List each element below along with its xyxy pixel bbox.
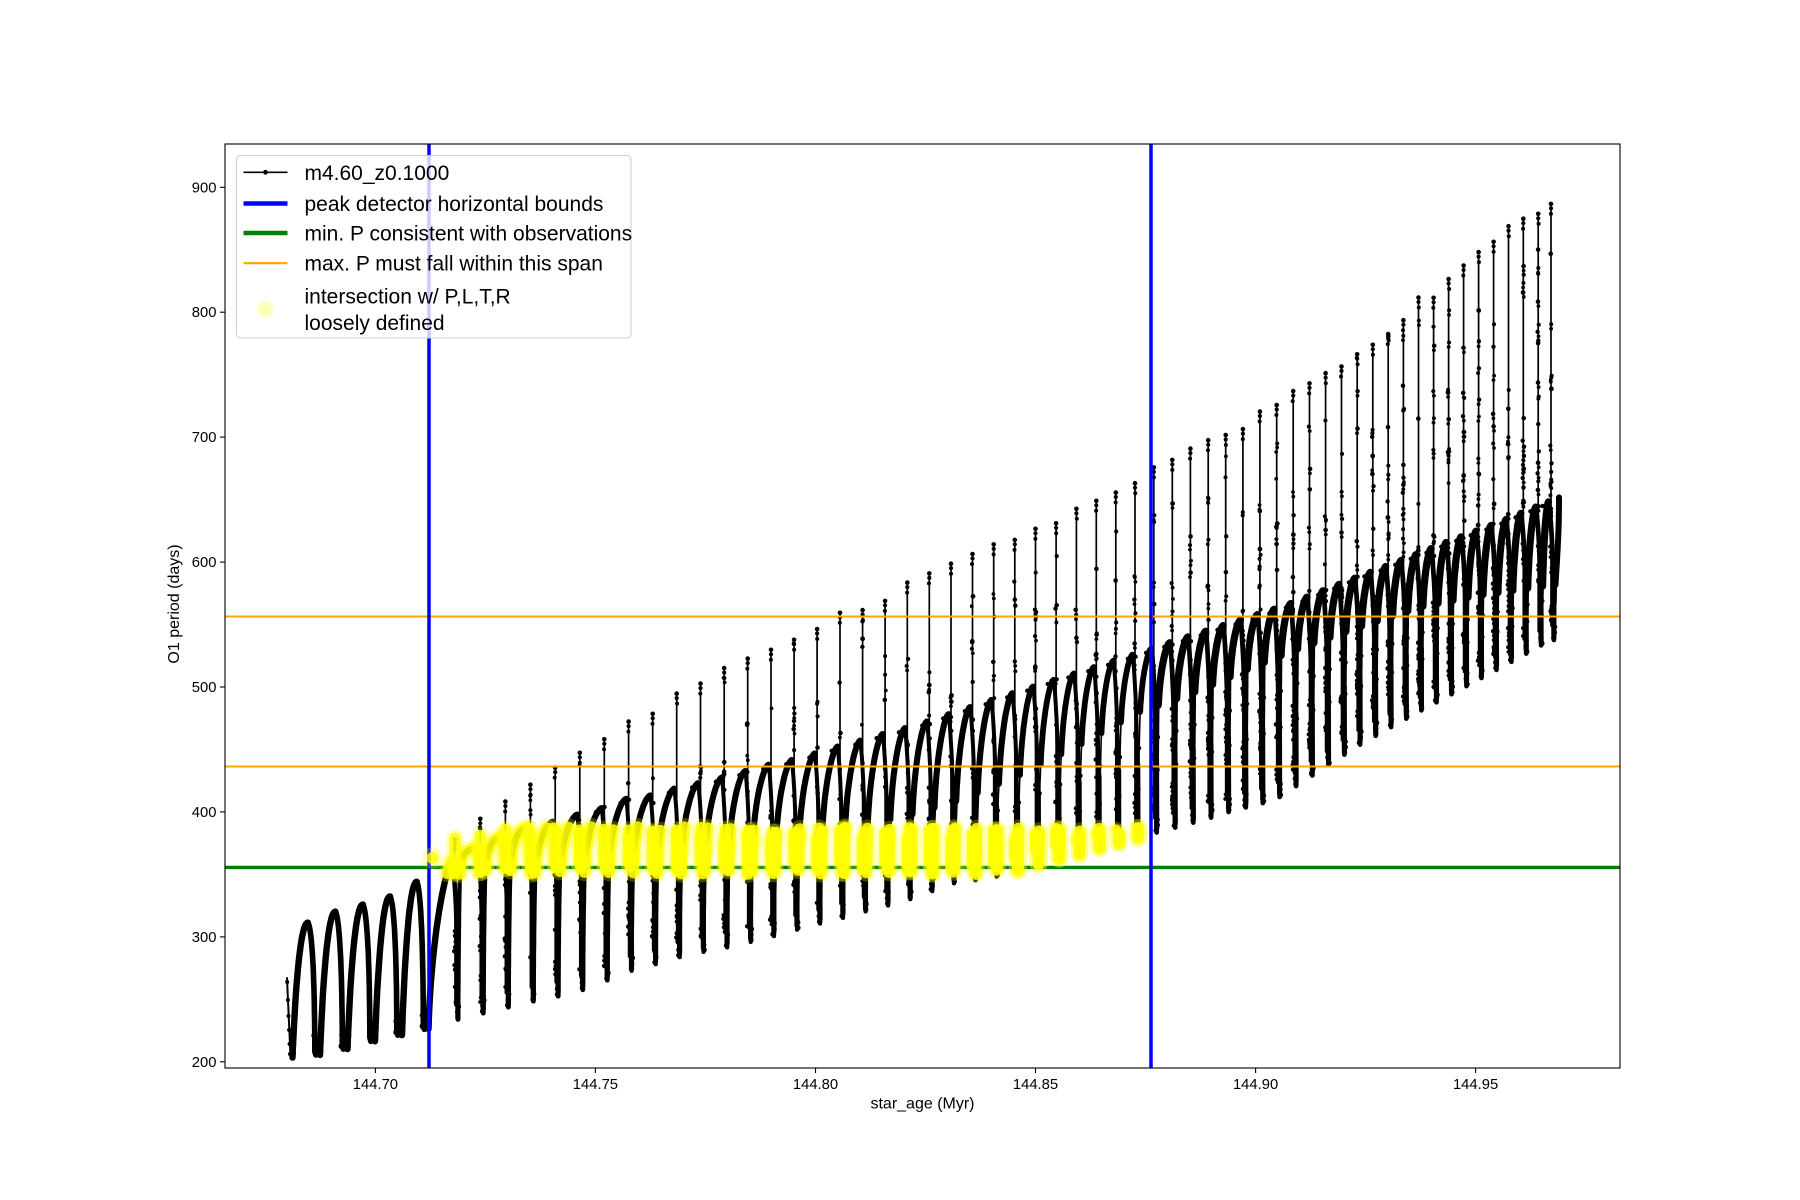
svg-text:loosely defined: loosely defined [305, 312, 445, 335]
svg-text:800: 800 [192, 305, 217, 321]
svg-text:144.80: 144.80 [793, 1077, 838, 1093]
svg-text:144.85: 144.85 [1013, 1077, 1058, 1093]
svg-text:intersection w/ P,L,T,R: intersection w/ P,L,T,R [305, 285, 511, 308]
svg-text:500: 500 [192, 680, 217, 696]
svg-text:900: 900 [192, 180, 217, 196]
svg-text:peak detector horizontal bound: peak detector horizontal bounds [305, 193, 604, 216]
svg-text:144.95: 144.95 [1453, 1077, 1498, 1093]
svg-text:700: 700 [192, 430, 217, 446]
svg-text:star_age (Myr): star_age (Myr) [870, 1096, 974, 1113]
svg-text:max. P must fall within this s: max. P must fall within this span [305, 253, 603, 276]
svg-text:144.70: 144.70 [353, 1077, 398, 1093]
svg-text:m4.60_z0.1000: m4.60_z0.1000 [305, 162, 450, 185]
svg-text:400: 400 [192, 805, 217, 821]
svg-text:300: 300 [192, 930, 217, 946]
svg-text:144.90: 144.90 [1233, 1077, 1278, 1093]
svg-text:200: 200 [192, 1055, 217, 1071]
svg-text:min. P consistent with observa: min. P consistent with observations [305, 223, 633, 246]
svg-text:144.75: 144.75 [573, 1077, 618, 1093]
svg-text:O1 period (days): O1 period (days) [166, 544, 183, 663]
svg-text:600: 600 [192, 555, 217, 571]
